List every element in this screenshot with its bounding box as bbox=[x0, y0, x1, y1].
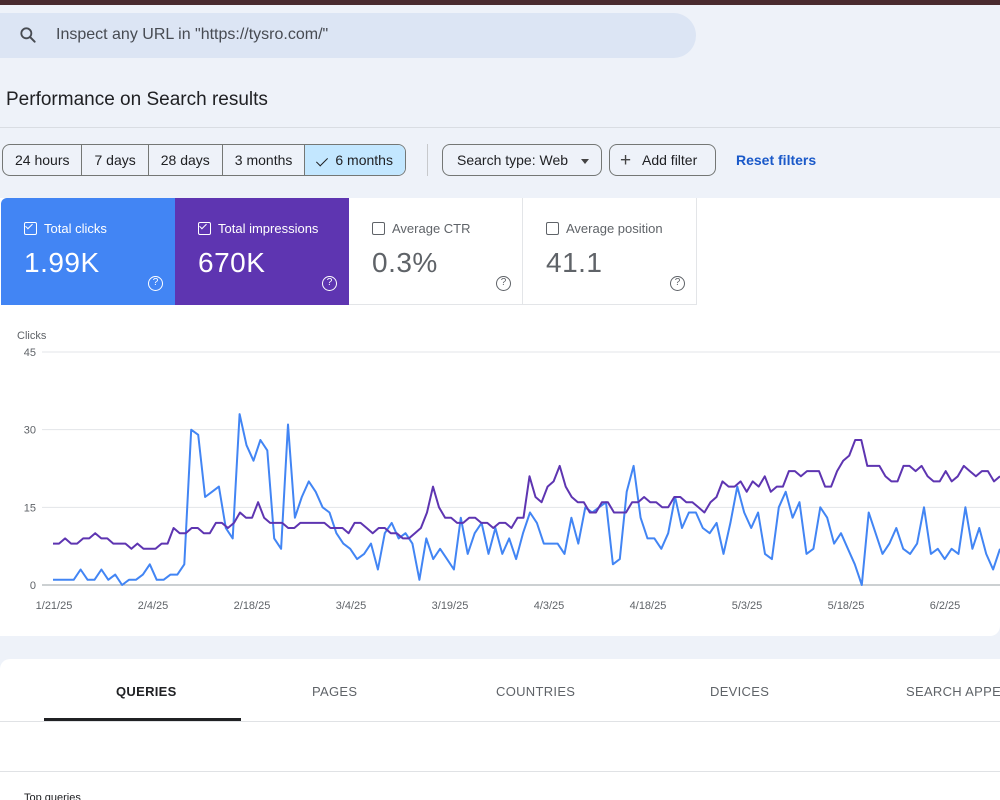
x-tick-label: 4/3/25 bbox=[534, 600, 565, 612]
x-tick-label: 5/3/25 bbox=[732, 600, 763, 612]
filter-divider bbox=[427, 144, 428, 176]
active-tab-indicator bbox=[44, 718, 241, 721]
help-icon[interactable]: ? bbox=[670, 276, 685, 291]
y-tick-label: 0 bbox=[30, 580, 36, 592]
date-range-24-hours[interactable]: 24 hours bbox=[3, 145, 83, 175]
x-tick-label: 2/18/25 bbox=[234, 600, 271, 612]
dimension-tabs: QUERIES PAGES COUNTRIES DEVICES SEARCH A… bbox=[0, 659, 1000, 800]
checkbox-unchecked-icon bbox=[372, 222, 385, 235]
checkbox-unchecked-icon bbox=[546, 222, 559, 235]
metric-label: Total clicks bbox=[44, 221, 107, 236]
tab-countries[interactable]: COUNTRIES bbox=[496, 684, 576, 699]
add-filter-label: Add filter bbox=[642, 152, 698, 168]
metric-value: 41.1 bbox=[546, 247, 603, 278]
reset-filters-link[interactable]: Reset filters bbox=[736, 152, 817, 168]
y-tick-label: 45 bbox=[24, 347, 36, 359]
metric-card-average-position[interactable]: Average position 41.1 ? bbox=[523, 198, 697, 305]
metric-label: Total impressions bbox=[218, 221, 319, 236]
search-placeholder: Inspect any URL in "https://tysro.com/" bbox=[56, 26, 329, 43]
window-top-bar bbox=[0, 0, 1000, 5]
metric-card-total-clicks[interactable]: Total clicks 1.99K ? bbox=[1, 198, 175, 305]
search-icon bbox=[20, 27, 36, 43]
tab-pages[interactable]: PAGES bbox=[312, 684, 358, 699]
table-heading: Top queries bbox=[24, 792, 81, 800]
performance-chart[interactable]: Clicks 0 15 30 45 1/21/25 2/4/25 2/18/25 3/4/25 3… bbox=[0, 325, 1000, 615]
y-tick-label: 15 bbox=[24, 502, 36, 514]
y-tick-label: 30 bbox=[24, 425, 36, 437]
checkbox-checked-icon bbox=[24, 221, 37, 235]
x-tick-label: 4/18/25 bbox=[630, 600, 667, 612]
url-inspection-search[interactable]: Inspect any URL in "https://tysro.com/" bbox=[0, 13, 696, 58]
help-icon[interactable]: ? bbox=[322, 276, 337, 291]
metric-value: 0.3% bbox=[372, 247, 438, 278]
x-tick-label: 3/4/25 bbox=[336, 600, 367, 612]
date-range-6-months[interactable]: 6 months bbox=[305, 145, 405, 175]
tab-queries[interactable]: QUERIES bbox=[116, 684, 177, 699]
search-type-label: Search type: Web bbox=[457, 152, 569, 168]
metric-label: Average position bbox=[566, 221, 663, 236]
tab-devices[interactable]: DEVICES bbox=[710, 684, 770, 699]
x-tick-label: 1/21/25 bbox=[36, 600, 73, 612]
date-range-7-days[interactable]: 7 days bbox=[82, 145, 149, 175]
metric-card-total-impressions[interactable]: Total impressions 670K ? bbox=[175, 198, 349, 305]
metric-card-average-ctr[interactable]: Average CTR 0.3% ? bbox=[349, 198, 523, 305]
checkbox-checked-icon bbox=[198, 221, 211, 235]
search-type-dropdown[interactable]: Search type: Web bbox=[442, 144, 602, 176]
date-range-selector: 24 hours 7 days 28 days 3 months 6 month… bbox=[2, 144, 406, 176]
x-tick-label: 2/4/25 bbox=[138, 600, 169, 612]
metric-label: Average CTR bbox=[392, 221, 471, 236]
x-tick-label: 3/19/25 bbox=[432, 600, 469, 612]
y-axis-label: Clicks bbox=[17, 330, 47, 342]
date-range-6-months-label: 6 months bbox=[335, 152, 393, 168]
divider bbox=[0, 721, 1000, 722]
x-tick-label: 6/2/25 bbox=[930, 600, 961, 612]
help-icon[interactable]: ? bbox=[496, 276, 511, 291]
caret-down-icon bbox=[581, 159, 589, 164]
plus-icon: + bbox=[620, 150, 632, 171]
tab-search-appearance[interactable]: SEARCH APPEA bbox=[906, 684, 1000, 699]
series-line-1 bbox=[53, 439, 1000, 550]
x-tick-label: 5/18/25 bbox=[828, 600, 865, 612]
date-range-28-days[interactable]: 28 days bbox=[149, 145, 223, 175]
add-filter-button[interactable]: + Add filter bbox=[609, 144, 716, 176]
metric-value: 670K bbox=[198, 247, 266, 278]
page-title: Performance on Search results bbox=[6, 89, 268, 110]
divider bbox=[0, 771, 1000, 772]
metric-value: 1.99K bbox=[24, 247, 100, 278]
divider bbox=[0, 127, 1000, 128]
check-icon bbox=[316, 154, 329, 167]
date-range-3-months[interactable]: 3 months bbox=[223, 145, 306, 175]
series-line-0 bbox=[53, 413, 1000, 586]
help-icon[interactable]: ? bbox=[148, 276, 163, 291]
